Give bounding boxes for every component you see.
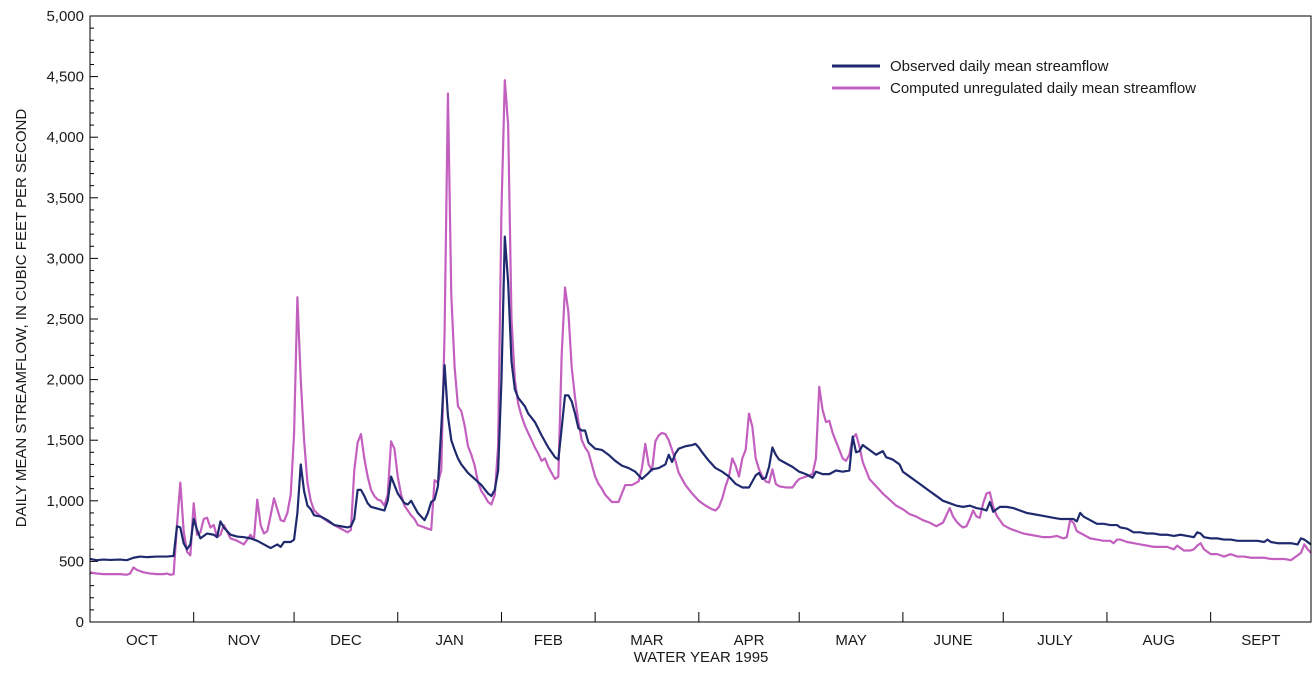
series-layer bbox=[89, 79, 1312, 576]
y-tick-label: 2,500 bbox=[46, 311, 84, 328]
legend-label-observed: Observed daily mean streamflow bbox=[890, 58, 1109, 75]
y-tick-label: 3,000 bbox=[46, 250, 84, 267]
x-tick-label: DEC bbox=[330, 632, 362, 649]
x-tick-label: OCT bbox=[126, 632, 158, 649]
y-tick-label: 500 bbox=[59, 553, 84, 570]
y-tick-label: 2,000 bbox=[46, 372, 84, 389]
y-tick-label: 1,000 bbox=[46, 493, 84, 510]
x-tick-label: SEPT bbox=[1241, 632, 1280, 649]
y-tick-label: 4,500 bbox=[46, 69, 84, 86]
x-tick-label: JUNE bbox=[933, 632, 972, 649]
x-tick-label: APR bbox=[734, 632, 765, 649]
y-tick-label: 3,500 bbox=[46, 190, 84, 207]
y-tick-label: 1,500 bbox=[46, 432, 84, 449]
x-tick-label: AUG bbox=[1143, 632, 1176, 649]
x-tick-label: NOV bbox=[228, 632, 261, 649]
series-line-observed bbox=[89, 235, 1312, 562]
x-tick-label: MAY bbox=[835, 632, 866, 649]
x-tick-label: JULY bbox=[1037, 632, 1073, 649]
legend-label-computed: Computed unregulated daily mean streamfl… bbox=[890, 80, 1196, 97]
legend: Observed daily mean streamflow Computed … bbox=[832, 58, 1196, 97]
x-tick-label: FEB bbox=[534, 632, 563, 649]
plot-frame bbox=[89, 15, 1312, 623]
series-line-computed bbox=[89, 79, 1312, 576]
y-tick-label: 5,000 bbox=[46, 8, 84, 25]
x-axis: OCT NOV DEC JAN FEB MAR APR MAY JUNE JULY AUG SEPT bbox=[126, 612, 1280, 649]
y-tick-label: 4,000 bbox=[46, 129, 84, 146]
x-tick-label: MAR bbox=[630, 632, 664, 649]
y-axis: 0 500 1,000 1,500 2,000 2,500 3,000 3,500 4,000 4… bbox=[46, 8, 98, 631]
y-axis-title: DAILY MEAN STREAMFLOW, IN CUBIC FEET PER… bbox=[13, 109, 30, 528]
x-tick-label: JAN bbox=[435, 632, 463, 649]
x-axis-title: WATER YEAR 1995 bbox=[634, 649, 769, 666]
y-tick-label: 0 bbox=[76, 614, 84, 631]
